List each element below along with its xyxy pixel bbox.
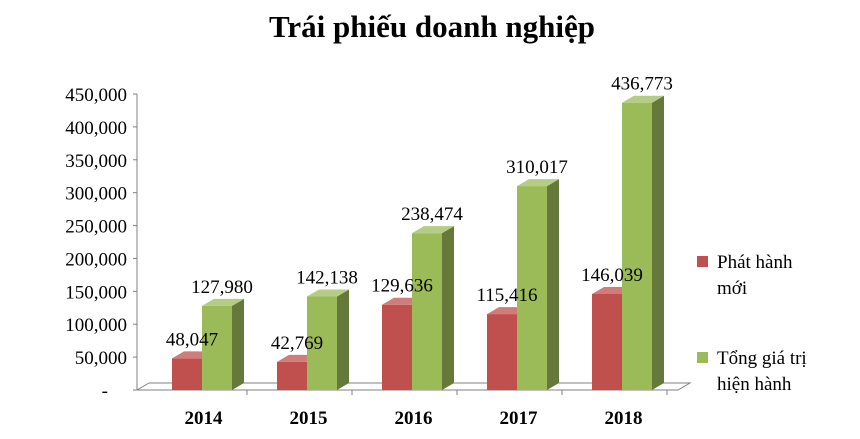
y-tick-label: - xyxy=(102,381,108,402)
y-tick-label: 50,000 xyxy=(75,348,127,369)
legend-label: Tổng giá trị xyxy=(717,348,807,369)
data-label: 146,039 xyxy=(581,265,643,286)
bar-front xyxy=(202,305,232,390)
bar xyxy=(622,95,664,390)
bar-front xyxy=(307,296,337,390)
data-label: 436,773 xyxy=(611,74,673,95)
data-label: 142,138 xyxy=(296,268,358,289)
chart-title: Trái phiếu doanh nghiệp xyxy=(269,9,595,44)
bar-side xyxy=(652,95,664,390)
bar-front xyxy=(592,293,622,390)
data-label: 127,980 xyxy=(191,277,253,298)
data-label: 238,474 xyxy=(401,204,463,225)
bar-top xyxy=(517,179,559,187)
bar xyxy=(307,289,349,390)
bar xyxy=(202,298,244,390)
bar-front xyxy=(412,233,442,390)
legend-item: Phát hành mới xyxy=(697,252,793,299)
y-tick-label: 300,000 xyxy=(65,184,127,205)
data-label: 115,416 xyxy=(476,285,537,306)
legend-label: mới xyxy=(717,278,747,299)
bar-front xyxy=(622,102,652,390)
bar-front xyxy=(487,314,517,390)
chart-legend: Phát hành mới Tổng giá trị hiện hành xyxy=(697,252,807,395)
bar xyxy=(412,226,454,390)
bar-side xyxy=(547,179,559,390)
y-tick-label: 150,000 xyxy=(65,282,127,303)
legend-swatch xyxy=(697,352,708,363)
y-tick-label: 200,000 xyxy=(65,249,127,270)
bar-top xyxy=(622,95,664,103)
bar-front xyxy=(277,361,307,390)
data-label: 48,047 xyxy=(166,329,218,350)
chart-axes: - 50,000 100,000 150,000 200,000 250,000 300,0… xyxy=(65,85,692,429)
legend-label: Phát hành xyxy=(717,252,793,273)
legend-swatch xyxy=(697,256,708,267)
bar-top xyxy=(202,298,244,306)
x-tick-label: 2016 xyxy=(395,408,433,429)
x-tick-label: 2018 xyxy=(605,408,643,429)
bar-side xyxy=(442,226,454,390)
bar-top xyxy=(307,289,349,297)
data-label: 42,769 xyxy=(271,333,323,354)
x-tick-label: 2014 xyxy=(185,408,224,429)
bar-front xyxy=(517,186,547,390)
x-tick-label: 2015 xyxy=(290,408,328,429)
y-tick-label: 100,000 xyxy=(65,315,127,336)
chart-data-labels: 48,047 127,980 42,769 142,138 129,636 238,474… xyxy=(166,74,673,354)
y-tick-label: 350,000 xyxy=(65,151,127,172)
bar-front xyxy=(172,358,202,390)
bar-top xyxy=(412,226,454,234)
data-label: 129,636 xyxy=(371,276,433,297)
legend-label: hiện hành xyxy=(717,374,792,395)
x-tick-label: 2017 xyxy=(500,408,539,429)
bar-front xyxy=(382,304,412,390)
y-tick-label: 250,000 xyxy=(65,217,127,238)
bar-side xyxy=(232,298,244,390)
bar xyxy=(517,179,559,390)
chart-bars xyxy=(172,95,664,390)
data-label: 310,017 xyxy=(506,157,568,178)
y-tick-label: 450,000 xyxy=(65,85,127,106)
bar-side xyxy=(337,289,349,390)
y-tick-label: 400,000 xyxy=(65,118,127,139)
legend-item: Tổng giá trị hiện hành xyxy=(697,348,807,395)
